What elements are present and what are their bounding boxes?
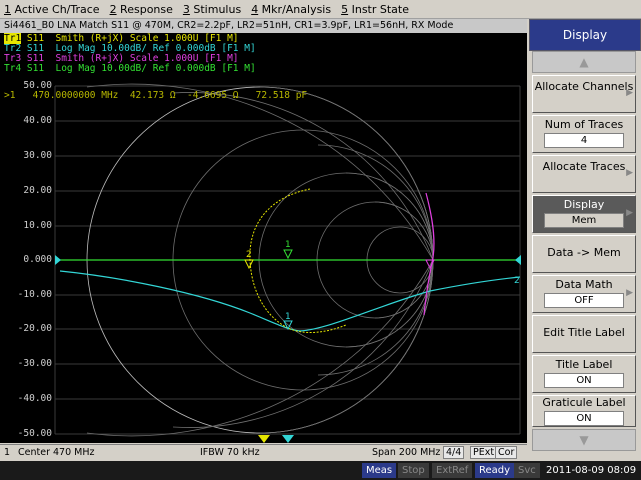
data-math-button[interactable]: Data Math OFF ▶ — [532, 275, 636, 313]
menu-active-ch-trace[interactable]: 1 Active Ch/Trace — [4, 2, 100, 16]
status-pext: PExt — [470, 446, 498, 459]
allocate-traces-button[interactable]: Allocate Traces ▶ — [532, 155, 636, 193]
softkey-panel: Display ▲ Allocate Channels ▶ Num of Trac… — [529, 19, 641, 460]
trace2-end-label: 2 — [514, 276, 520, 286]
y-tick-label: -40.00 — [17, 393, 52, 404]
ref-arrow-left — [55, 255, 61, 265]
marker-2-tr1[interactable]: 2 — [244, 250, 254, 270]
svg-text:1: 1 — [285, 312, 291, 322]
display-mem-button[interactable]: Display Mem ▶ — [532, 195, 636, 233]
menu-stimulus[interactable]: 3 Stimulus — [182, 2, 242, 16]
trace3-label[interactable]: Tr3 S11 Smith (R+jX) Scale 1.000U [F1 M] — [4, 53, 239, 64]
display-value: Mem — [544, 213, 624, 228]
num-of-traces-value: 4 — [544, 133, 624, 148]
data-math-value: OFF — [544, 293, 624, 308]
stim-marker-1 — [258, 435, 270, 443]
y-tick-label: 50.00 — [23, 80, 52, 91]
scroll-up-button[interactable]: ▲ — [532, 51, 636, 73]
marker-1-tr4[interactable]: 1 — [283, 240, 293, 260]
trace2-logmag — [59, 270, 521, 332]
graticule-label-value: ON — [544, 411, 624, 426]
channel-status-bar: 1 Center 470 MHz IFBW 70 kHz Span 200 MH… — [0, 444, 527, 461]
status-span[interactable]: Span 200 MHz — [372, 447, 441, 458]
channel-title: Si4461_B0 LNA Match S11 @ 470M, CR2=2.2p… — [0, 19, 527, 33]
title-label-button[interactable]: Title Label ON — [532, 355, 636, 393]
y-tick-label: -50.00 — [17, 428, 52, 439]
trace2-label[interactable]: Tr2 S11 Log Mag 10.00dB/ Ref 0.000dB [F1… — [4, 43, 256, 54]
status-channel: 1 — [4, 447, 11, 458]
edit-title-label-button[interactable]: Edit Title Label — [532, 315, 636, 353]
allocate-channels-button[interactable]: Allocate Channels ▶ — [532, 75, 636, 113]
stim-marker-2 — [282, 435, 294, 443]
status-cor: Cor — [495, 446, 518, 459]
menu-mkr-analysis[interactable]: 4 Mkr/Analysis — [251, 2, 332, 16]
y-tick-label: -30.00 — [17, 358, 52, 369]
instrument-status-bar: Meas Stop ExtRef Ready Svc 2011-08-09 08… — [0, 461, 641, 480]
marker-1-tr2[interactable]: 1 — [283, 312, 293, 331]
menu-response[interactable]: 2 Response — [109, 2, 173, 16]
status-datetime: 2011-08-09 08:09 — [542, 463, 641, 478]
num-of-traces-button[interactable]: Num of Traces 4 — [532, 115, 636, 153]
ref-arrow-right — [515, 255, 521, 265]
status-svc: Svc — [514, 463, 540, 478]
y-tick-label: -10.00 — [17, 289, 52, 300]
status-trace-count: 4/4 — [443, 446, 465, 459]
softkey-menu-title: Display — [529, 19, 641, 51]
svg-text:2: 2 — [246, 250, 252, 260]
y-tick-label: 40.00 — [23, 115, 52, 126]
status-stop: Stop — [398, 463, 429, 478]
y-tick-label: 10.00 — [23, 220, 52, 231]
trace1-label[interactable]: Tr1 S11 Smith (R+jX) Scale 1.000U [F1 M] — [4, 33, 239, 44]
trace4-label[interactable]: Tr4 S11 Log Mag 10.00dB/ Ref 0.000dB [F1… — [4, 63, 256, 74]
status-ifbw[interactable]: IFBW 70 kHz — [200, 447, 260, 458]
status-extref: ExtRef — [432, 463, 473, 478]
y-tick-label: 30.00 — [23, 150, 52, 161]
marker-2-tr3[interactable] — [425, 259, 435, 270]
measurement-plot[interactable]: 1 2 1 2 Tr1 S11 Smith (R+jX) Scale 1.000… — [0, 33, 527, 443]
status-ready: Ready — [475, 463, 515, 478]
trace1-smith — [249, 188, 347, 333]
menu-bar: 1 Active Ch/Trace 2 Response 3 Stimulus … — [0, 0, 641, 19]
title-label-value: ON — [544, 373, 624, 388]
data-to-mem-button[interactable]: Data -> Mem — [532, 235, 636, 273]
status-meas: Meas — [362, 463, 397, 478]
status-center[interactable]: Center 470 MHz — [18, 447, 95, 458]
scroll-down-button[interactable]: ▼ — [532, 429, 636, 451]
y-tick-label: 0.000 — [23, 254, 52, 265]
y-tick-label: -20.00 — [17, 323, 52, 334]
menu-instr-state[interactable]: 5 Instr State — [341, 2, 410, 16]
graticule-label-button[interactable]: Graticule Label ON — [532, 395, 636, 427]
smith-logmag-graph: 1 2 1 2 — [54, 83, 521, 443]
marker-readout: >1 470.0000000 MHz 42.173 Ω -4.6695 Ω 72… — [4, 90, 308, 101]
svg-text:1: 1 — [285, 240, 291, 250]
y-tick-label: 20.00 — [23, 185, 52, 196]
